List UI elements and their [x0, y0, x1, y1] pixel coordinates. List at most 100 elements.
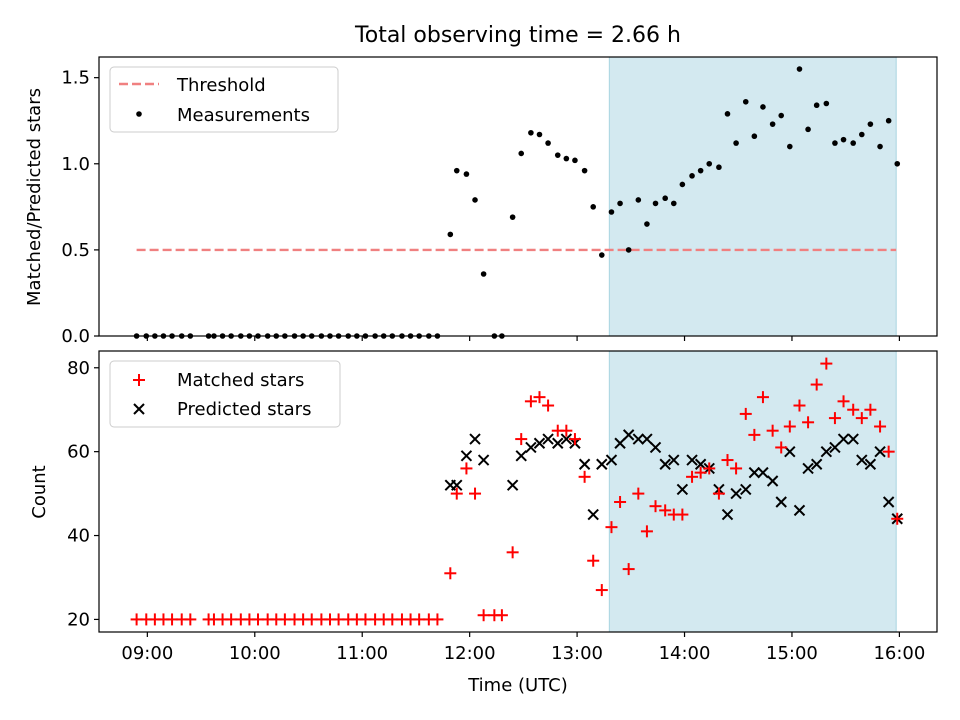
measurement-point: [590, 204, 597, 210]
y-tick-label: 0.5: [61, 240, 90, 261]
measurement-point: [599, 252, 605, 258]
y-tick-label: 1.5: [61, 68, 90, 89]
matched-star-point: [515, 433, 528, 446]
predicted-star-point: [605, 454, 618, 466]
measurement-point: [689, 173, 695, 179]
y-tick-label: 0.0: [61, 326, 90, 347]
matched-star-point: [614, 495, 627, 508]
ratio-y-axis-label: Matched/Predicted stars: [24, 88, 45, 306]
ratio-y-ticks: 0.0 0.5 1.0 1.5: [61, 68, 99, 347]
y-tick-label: 80: [67, 358, 90, 379]
measurement-point: [447, 231, 454, 238]
predicted-star-point: [730, 487, 742, 500]
measurement-point: [463, 171, 470, 177]
count-legend-predicted-label: Predicted stars: [177, 399, 311, 420]
measurement-point: [563, 155, 570, 162]
count-shaded-region: [608, 350, 897, 633]
measurement-point: [670, 200, 677, 207]
matched-star-point: [766, 424, 779, 437]
predicted-star-point: [676, 483, 689, 496]
count-x-ticks: 09:00 10:00 11:00 12:00 13:00 14:00 15:00 16:00: [121, 632, 925, 664]
measurement-point: [617, 200, 623, 207]
matched-star-point: [882, 445, 895, 458]
predicted-star-point: [740, 483, 752, 496]
predicted-star-point: [525, 441, 537, 454]
predicted-star-point: [641, 433, 653, 445]
predicted-star-point: [856, 454, 868, 466]
predicted-star-point: [622, 429, 635, 441]
matched-star-point: [756, 391, 769, 404]
measurement-point: [840, 136, 847, 143]
predicted-star-point: [542, 433, 554, 445]
predicted-star-point: [668, 454, 680, 466]
x-tick-label: 13:00: [551, 643, 603, 664]
measurement-point: [894, 160, 901, 167]
matched-star-point: [533, 391, 546, 404]
matched-star-point: [820, 357, 833, 370]
matched-star-point: [431, 613, 444, 626]
matched-star-point: [605, 521, 618, 534]
matched-star-point: [730, 462, 743, 475]
matched-star-point: [578, 470, 591, 483]
count-y-ticks: 20 40 60 80: [67, 358, 99, 630]
count-panel: 09:00 10:00 11:00 12:00 13:00 14:00 15:00 16:00…: [29, 350, 938, 696]
figure-title: Total observing time = 2.66 h: [354, 23, 681, 48]
measurement-point: [706, 160, 713, 167]
measurement-point: [518, 150, 525, 157]
measurement-point: [635, 197, 642, 203]
matched-star-point: [694, 466, 707, 479]
x-tick-label: 09:00: [121, 643, 173, 664]
matched-star-point: [560, 424, 573, 437]
measurement-point: [528, 129, 534, 136]
matched-star-point: [640, 525, 653, 538]
matched-star-point: [460, 462, 473, 475]
matched-star-point: [524, 395, 537, 408]
predicted-star-point: [515, 450, 527, 462]
measurement-point: [697, 167, 704, 174]
predicted-star-point: [793, 504, 806, 517]
matched-star-point: [802, 416, 815, 429]
x-tick-label: 10:00: [229, 643, 281, 664]
ratio-panel: 0.0 0.5 1.0 1.5 Matched/Predicted stars Thr…: [24, 56, 938, 347]
predicted-star-point: [757, 466, 769, 479]
measurement-point: [572, 157, 578, 164]
matched-star-point: [712, 487, 725, 500]
measurement-point: [787, 143, 793, 150]
measurement-point: [644, 221, 650, 227]
matched-star-point: [676, 508, 689, 521]
measurement-point: [760, 104, 766, 110]
predicted-star-point: [451, 479, 463, 491]
predicted-star-point: [775, 496, 787, 508]
x-tick-label: 12:00: [444, 643, 496, 664]
measurement-point: [662, 195, 668, 202]
predicted-star-point: [552, 437, 564, 449]
count-markers: [130, 357, 904, 626]
predicted-star-point: [882, 496, 895, 508]
predicted-star-point: [460, 450, 473, 462]
measurement-point: [453, 167, 460, 174]
predicted-star-point: [721, 508, 734, 521]
predicted-star-point: [820, 445, 833, 458]
predicted-star-point: [748, 466, 761, 479]
measurement-point: [554, 152, 561, 158]
measurement-point: [608, 209, 615, 215]
measurement-point: [813, 102, 820, 109]
y-tick-label: 60: [67, 442, 90, 463]
measurement-point: [823, 100, 830, 107]
measurement-point: [769, 121, 776, 127]
predicted-star-point: [469, 433, 481, 445]
count-axes-frame: [98, 350, 938, 633]
measurement-point: [742, 98, 749, 105]
measurement-point: [509, 214, 516, 220]
y-tick-label: 40: [67, 526, 90, 547]
predicted-star-point: [659, 458, 671, 470]
count-legend-matched-swatch: [133, 374, 145, 386]
predicted-star-point: [847, 433, 859, 445]
ratio-legend-measurements-label: Measurements: [177, 105, 310, 126]
predicted-star-point: [614, 437, 626, 449]
predicted-star-point: [766, 475, 779, 487]
measurement-point: [716, 164, 722, 171]
matched-star-point: [721, 454, 734, 467]
x-tick-label: 14:00: [659, 643, 711, 664]
matched-star-point: [864, 403, 877, 416]
